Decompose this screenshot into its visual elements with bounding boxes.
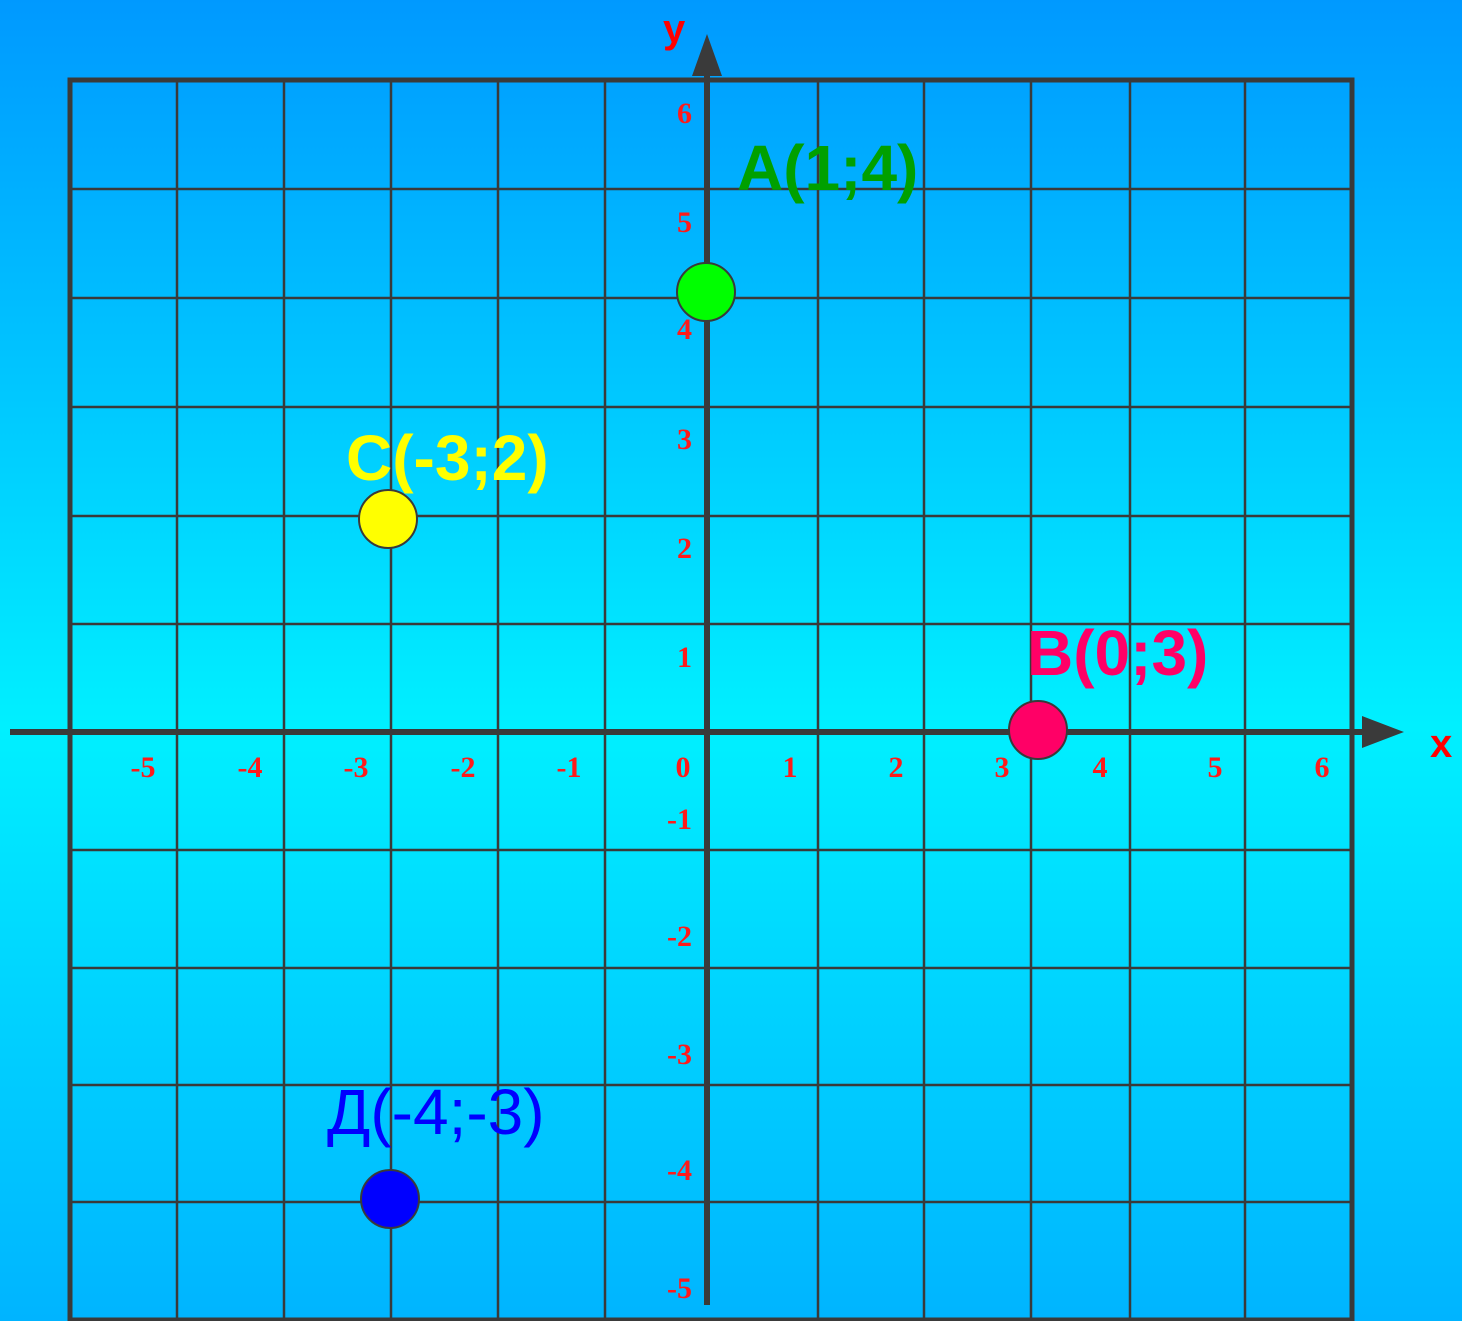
point-b-label: B(0;3) bbox=[1027, 617, 1208, 689]
y-tick-label: -4 bbox=[667, 1154, 692, 1187]
point-a-label: A(1;4) bbox=[737, 132, 918, 204]
x-tick-label: -2 bbox=[451, 751, 476, 784]
y-tick-label: 5 bbox=[677, 206, 692, 239]
y-tick-label: 4 bbox=[677, 313, 692, 346]
x-tick-labels: -5 -4 -3 -2 -1 0 1 2 3 4 5 6 bbox=[131, 751, 1330, 784]
point-c-label: C(-3;2) bbox=[346, 422, 549, 494]
x-tick-label: 1 bbox=[783, 751, 798, 784]
y-tick-label: -5 bbox=[667, 1272, 692, 1305]
y-tick-label: 6 bbox=[677, 97, 692, 130]
y-tick-label: -2 bbox=[667, 920, 692, 953]
x-tick-label: 5 bbox=[1208, 751, 1223, 784]
x-tick-label: -4 bbox=[238, 751, 263, 784]
y-tick-label: -1 bbox=[667, 803, 692, 836]
x-tick-label: 3 bbox=[995, 751, 1010, 784]
point-b-marker bbox=[1008, 700, 1068, 760]
y-axis-name: y bbox=[663, 7, 686, 51]
point-c: C(-3;2) bbox=[346, 422, 549, 549]
y-tick-label: 1 bbox=[677, 641, 692, 674]
x-tick-label: 4 bbox=[1093, 751, 1108, 784]
point-a: A(1;4) bbox=[676, 132, 918, 322]
point-d-label: Д(-4;-3) bbox=[327, 1076, 545, 1148]
point-a-marker bbox=[676, 262, 736, 322]
x-tick-label: -3 bbox=[344, 751, 369, 784]
x-axis-arrow-icon bbox=[1362, 716, 1404, 748]
y-tick-label: 3 bbox=[677, 423, 692, 456]
point-d-marker bbox=[360, 1169, 420, 1229]
x-tick-label: 0 bbox=[676, 751, 691, 784]
point-c-marker bbox=[358, 489, 418, 549]
grid-frame bbox=[67, 77, 1355, 1321]
x-axis-name: x bbox=[1430, 722, 1452, 766]
y-tick-labels: 6 5 4 3 2 1 -1 -2 -3 -4 -5 bbox=[667, 97, 692, 1305]
x-tick-label: -1 bbox=[557, 751, 582, 784]
y-tick-label: -3 bbox=[667, 1038, 692, 1071]
x-tick-label: 2 bbox=[889, 751, 904, 784]
point-b: B(0;3) bbox=[1008, 617, 1208, 760]
point-d: Д(-4;-3) bbox=[327, 1076, 545, 1229]
x-tick-label: -5 bbox=[131, 751, 156, 784]
y-axis-arrow-icon bbox=[692, 34, 722, 76]
x-tick-label: 6 bbox=[1315, 751, 1330, 784]
y-tick-label: 2 bbox=[677, 532, 692, 565]
